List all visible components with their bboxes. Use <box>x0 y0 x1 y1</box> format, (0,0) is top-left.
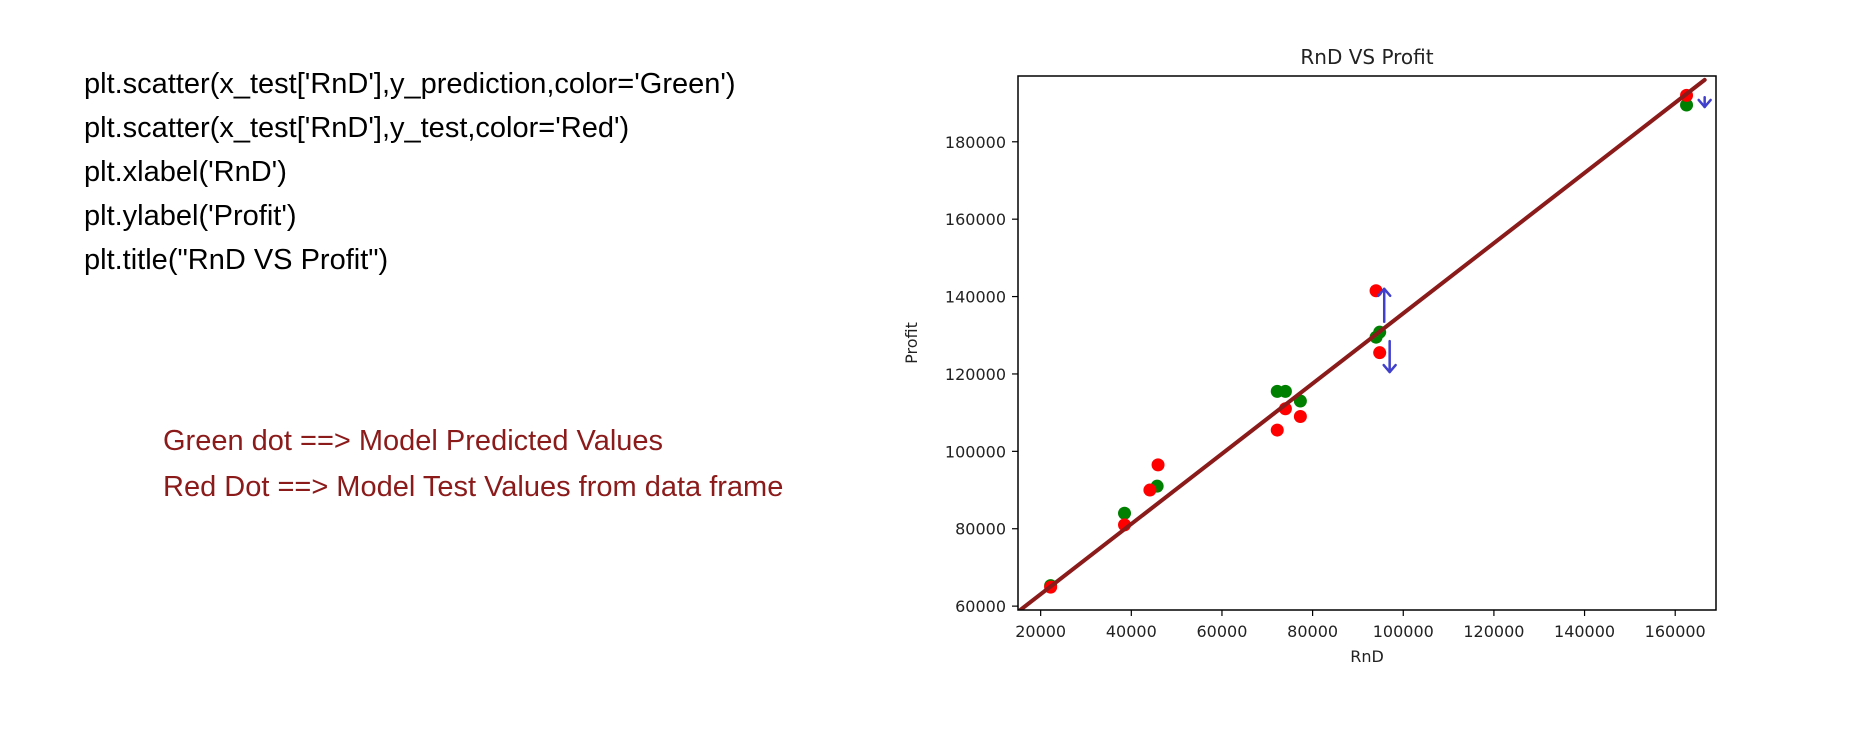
x-tick-label: 20000 <box>1015 622 1066 641</box>
y-axis-label: Profit <box>902 322 921 364</box>
x-tick-label: 100000 <box>1373 622 1434 641</box>
chart-title: RnD VS Profit <box>1300 45 1433 69</box>
legend-note-green: Green dot ==> Model Predicted Values <box>163 425 664 457</box>
x-tick-label: 60000 <box>1197 622 1248 641</box>
scatter-point <box>1680 98 1694 112</box>
x-tick-label: 140000 <box>1554 622 1615 641</box>
y-tick-label: 100000 <box>945 442 1006 461</box>
error-arrow <box>1382 339 1397 374</box>
scatter-point <box>1118 506 1132 520</box>
legend-note-red: Red Dot ==> Model Test Values from data … <box>163 471 784 503</box>
error-arrows <box>1376 96 1712 374</box>
y-tick-label: 120000 <box>945 365 1006 384</box>
x-tick-label: 80000 <box>1287 622 1338 641</box>
x-tick-label: 160000 <box>1645 622 1706 641</box>
x-axis: 20000 40000 60000 80000 100000 120000 140000 16… <box>1015 610 1706 641</box>
y-tick-label: 60000 <box>955 597 1006 616</box>
scatter-point <box>1369 284 1383 298</box>
x-axis-label: RnD <box>1350 647 1384 666</box>
scatter-point <box>1278 384 1292 398</box>
legend-note: Green dot ==> Model Predicted Values Red… <box>163 418 783 510</box>
x-tick-label: 120000 <box>1463 622 1524 641</box>
y-tick-label: 180000 <box>945 133 1006 152</box>
plot-frame <box>1017 75 1717 611</box>
code-line-xlabel: plt.xlabel('RnD') <box>84 156 287 188</box>
scatter-point <box>1151 458 1165 472</box>
code-line-title: plt.title("RnD VS Profit") <box>84 244 389 276</box>
x-tick-label: 40000 <box>1106 622 1157 641</box>
y-tick-label: 140000 <box>945 288 1006 307</box>
error-arrow <box>1697 96 1712 109</box>
scatter-point <box>1270 423 1284 437</box>
code-line-scatter-test: plt.scatter(x_test['RnD'],y_test,color='… <box>84 112 630 144</box>
code-line-ylabel: plt.ylabel('Profit') <box>84 200 297 232</box>
y-tick-label: 80000 <box>955 520 1006 539</box>
code-snippet: plt.scatter(x_test['RnD'],y_prediction,c… <box>84 62 736 282</box>
code-line-scatter-prediction: plt.scatter(x_test['RnD'],y_prediction,c… <box>84 68 736 100</box>
scatter-point <box>1293 410 1307 424</box>
scatter-point <box>1373 346 1387 360</box>
error-arrow <box>1376 287 1392 323</box>
y-tick-label: 160000 <box>945 210 1006 229</box>
scatter-point <box>1143 483 1157 497</box>
regression-line <box>1018 77 1707 610</box>
y-axis: 60000 80000 100000 120000 140000 160000 180000 <box>945 133 1018 616</box>
